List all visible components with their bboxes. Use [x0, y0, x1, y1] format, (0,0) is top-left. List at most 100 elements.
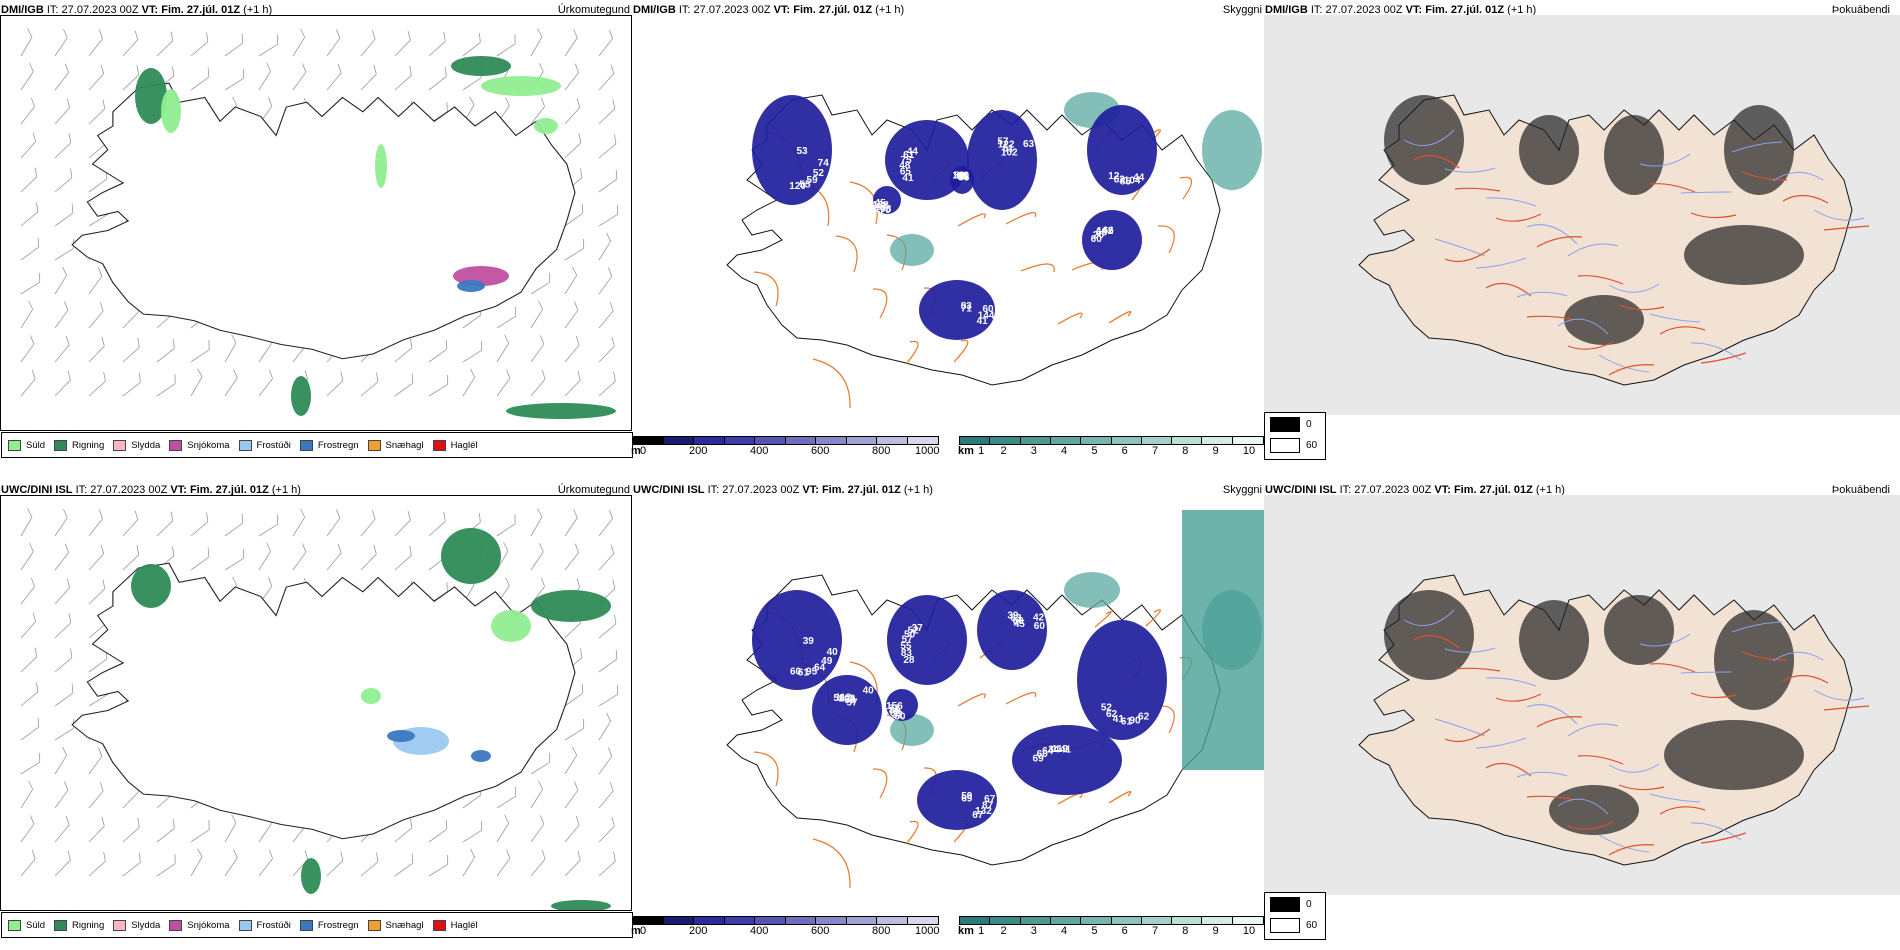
- wind-barb: [598, 169, 618, 193]
- wind-barb: [496, 814, 510, 843]
- wind-barb: [88, 851, 106, 877]
- wind-barb: [20, 272, 41, 295]
- panel-type-label: Skyggni: [1222, 4, 1262, 16]
- wind-barb: [88, 336, 105, 363]
- river-line: [1567, 243, 1619, 257]
- wind-barb: [598, 544, 615, 571]
- river-line: [1403, 129, 1455, 147]
- precip-area: [506, 403, 616, 419]
- precip-area: [135, 68, 167, 124]
- river-line: [1485, 197, 1537, 207]
- colorbar-tick-label: 9: [1212, 925, 1219, 937]
- colorbar-tick-label: 4: [1061, 445, 1068, 457]
- wind-barb: [20, 335, 35, 363]
- cloud-base-area: [885, 120, 969, 200]
- road-line: [1495, 213, 1542, 222]
- precip-area: [491, 610, 531, 642]
- wind-barb: [190, 512, 209, 537]
- colorbar-tick-label: 5: [1091, 925, 1098, 937]
- cloud-base-label: 52: [1101, 702, 1113, 713]
- colorbar-tick-label: 200: [689, 445, 708, 457]
- cloud-base-label: 61: [798, 668, 810, 679]
- fog-index-area: [1519, 600, 1589, 680]
- cloud-base-label: 56: [954, 171, 966, 182]
- wind-barb: [564, 133, 582, 159]
- wind-barb: [88, 544, 105, 571]
- wind-barb: [258, 62, 272, 91]
- cloud-base-label: 156: [886, 701, 903, 712]
- precip-area: [451, 56, 511, 76]
- cloud-base-colorbar: m 0 200 400 600 800 1000: [631, 916, 939, 940]
- road-line: [812, 358, 851, 409]
- cloud-base-label: 95: [806, 666, 818, 677]
- cloud-base-label: 61: [1121, 716, 1133, 727]
- colorbar-tick-label: 200: [689, 925, 708, 937]
- wind-barb: [564, 543, 579, 571]
- legend-swatch: [1270, 417, 1300, 432]
- cloud-base-label: 34: [1048, 744, 1060, 755]
- wind-barb: [190, 820, 210, 843]
- precip-area: [441, 528, 501, 584]
- cloud-base-label: 50: [833, 693, 845, 704]
- wind-barb: [462, 848, 476, 877]
- precip-legend-item: Haglél: [432, 439, 478, 451]
- cloud-base-area: [977, 590, 1047, 670]
- wind-barb: [224, 68, 245, 91]
- wind-barb: [122, 853, 141, 877]
- legend-label: 0: [1306, 899, 1312, 910]
- wind-barb: [190, 547, 210, 571]
- wind-barb: [530, 815, 545, 843]
- wind-barb: [598, 267, 613, 295]
- road-line: [1823, 705, 1870, 711]
- colorbar-tick-label: 10: [1242, 445, 1256, 457]
- colorbar-tick-label: 8: [1182, 445, 1189, 457]
- cloud-base-area: [950, 166, 974, 194]
- colorbar-segment: [1171, 916, 1204, 925]
- road-line: [905, 340, 919, 365]
- road-line: [1057, 312, 1083, 325]
- legend-label: 60: [1306, 920, 1318, 931]
- cloud-base-label: 132: [975, 806, 992, 817]
- cloud-base-label: 45: [875, 198, 887, 209]
- wind-barb: [54, 266, 68, 295]
- cloud-base-area: [873, 186, 901, 214]
- wind-barb: [156, 31, 174, 57]
- cloud-base-label: 60: [1037, 749, 1049, 760]
- cloud-base-label: 102: [1001, 147, 1018, 158]
- road-line: [1495, 693, 1542, 702]
- river-line: [1598, 354, 1650, 373]
- river-line: [1813, 209, 1865, 221]
- precip-area: [161, 89, 181, 133]
- colorbar-segment: [815, 436, 848, 445]
- road-line: [1020, 263, 1055, 273]
- wind-barb: [122, 510, 139, 537]
- panel-title: DMI/IGB IT: 27.07.2023 00Z VT: Fim. 27.j…: [1265, 4, 1537, 16]
- fog-index-area: [1724, 105, 1794, 195]
- legend-label: Súld: [26, 439, 46, 451]
- wind-barb: [54, 683, 74, 707]
- wind-barb: [20, 97, 35, 125]
- precip-legend-item: Slydda: [113, 919, 160, 931]
- cloud-base-area: [752, 590, 842, 690]
- colorbar-segment: [632, 436, 665, 445]
- wind-barb: [224, 33, 244, 57]
- colorbar-segment: [876, 916, 909, 925]
- road-line: [1526, 795, 1573, 800]
- legend-swatch: [367, 919, 381, 931]
- legend-swatch: [367, 439, 381, 451]
- visibility-area: [1182, 510, 1264, 770]
- fog-index-area: [1604, 595, 1674, 665]
- legend-swatch: [1270, 438, 1300, 453]
- road-line: [1659, 806, 1706, 815]
- cloud-base-label: 87: [982, 801, 994, 812]
- wind-barb: [88, 29, 103, 57]
- wind-barb: [122, 337, 140, 363]
- wind-barb: [530, 850, 546, 877]
- precip-legend-item: Frostúði: [238, 439, 291, 451]
- wind-barb: [88, 816, 105, 843]
- cloud-base-label: 61: [903, 150, 915, 161]
- wind-barb: [54, 28, 68, 57]
- wind-barb: [292, 63, 307, 91]
- precip-legend-item: Súld: [8, 439, 46, 451]
